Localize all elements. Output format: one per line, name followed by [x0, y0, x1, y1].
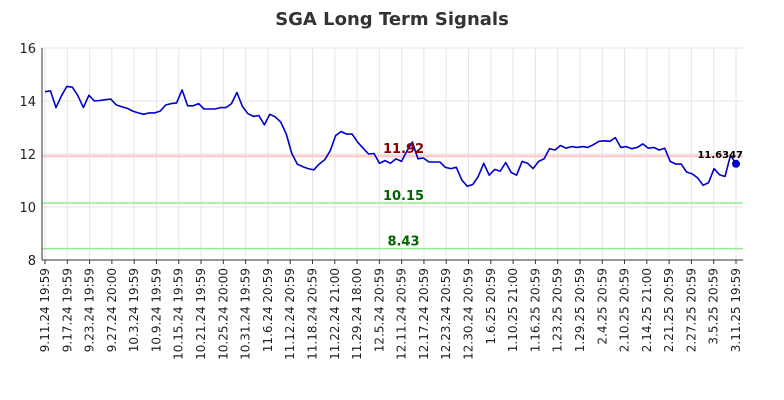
- level-labels: 11.92 10.15 8.43: [383, 142, 424, 249]
- axes: [41, 48, 743, 261]
- signal-levels: [42, 154, 743, 250]
- price-series: 11.6347: [44, 85, 743, 188]
- x-tick-label: 9.23.24 19:59: [83, 268, 97, 352]
- y-tick-label: 10: [19, 201, 36, 216]
- y-axis-ticks: 8 10 12 14 16: [19, 42, 36, 269]
- x-tick-label: 3.5.25 20:59: [707, 268, 721, 345]
- x-tick-label: 10.21.24 19:59: [194, 268, 208, 360]
- x-tick-label: 9.17.24 19:59: [60, 268, 74, 352]
- x-tick-label: 1.29.25 20:59: [573, 268, 587, 352]
- y-tick-label: 12: [19, 148, 36, 163]
- x-tick-label: 10.15.24 19:59: [172, 268, 186, 360]
- x-tick-label: 11.22.24 21:00: [328, 268, 342, 360]
- x-tick-label: 11.29.24 18:00: [350, 268, 364, 360]
- x-tick-label: 2.14.25 21:00: [640, 268, 654, 352]
- x-tick-label: 12.30.24 20:59: [462, 268, 476, 360]
- grid: [42, 47, 743, 261]
- x-tick-label: 10.9.24 19:59: [149, 268, 163, 352]
- x-tick-label: 12.5.24 20:59: [372, 268, 386, 352]
- x-tick-label: 11.12.24 20:59: [283, 268, 297, 360]
- x-tick-label: 1.16.25 20:59: [528, 268, 542, 352]
- x-tick-label: 3.11.25 19:59: [729, 268, 743, 352]
- level-label-resistance: 11.92: [383, 142, 424, 157]
- last-value-label: 11.6347: [697, 150, 743, 161]
- x-tick-label: 9.27.24 20:00: [105, 268, 119, 352]
- x-tick-label: 1.6.25 20:59: [484, 268, 498, 345]
- x-tick-label: 2.10.25 20:59: [618, 268, 632, 352]
- x-tick-label: 10.3.24 19:59: [127, 268, 141, 352]
- chart-title: SGA Long Term Signals: [275, 9, 509, 30]
- y-tick-label: 14: [19, 95, 36, 110]
- x-axis-ticks: 9.11.24 19:59 9.17.24 19:59 9.23.24 19:59 9…: [38, 260, 743, 360]
- level-label-support: 8.43: [387, 235, 419, 250]
- x-tick-label: 12.11.24 20:59: [395, 268, 409, 360]
- x-tick-label: 2.21.25 20:59: [662, 268, 676, 352]
- x-tick-label: 2.4.25 20:59: [595, 268, 609, 345]
- x-tick-label: 11.18.24 20:59: [305, 268, 319, 360]
- last-point: [732, 159, 740, 168]
- series-line: [44, 85, 737, 188]
- x-tick-label: 11.6.24 20:59: [261, 268, 275, 352]
- level-label-support: 10.15: [383, 189, 424, 204]
- x-tick-label: 12.17.24 20:59: [417, 268, 431, 360]
- x-tick-label: 1.23.25 20:59: [551, 268, 565, 352]
- y-tick-label: 16: [19, 42, 36, 57]
- x-tick-label: 12.23.24 20:59: [439, 268, 453, 360]
- x-tick-label: 2.27.25 20:59: [684, 268, 698, 352]
- x-tick-label: 10.31.24 19:59: [239, 268, 253, 360]
- y-tick-label: 8: [28, 254, 36, 269]
- x-tick-label: 1.10.25 21:00: [506, 268, 520, 352]
- x-tick-label: 10.25.24 20:00: [216, 268, 230, 360]
- x-tick-label: 9.11.24 19:59: [38, 268, 52, 352]
